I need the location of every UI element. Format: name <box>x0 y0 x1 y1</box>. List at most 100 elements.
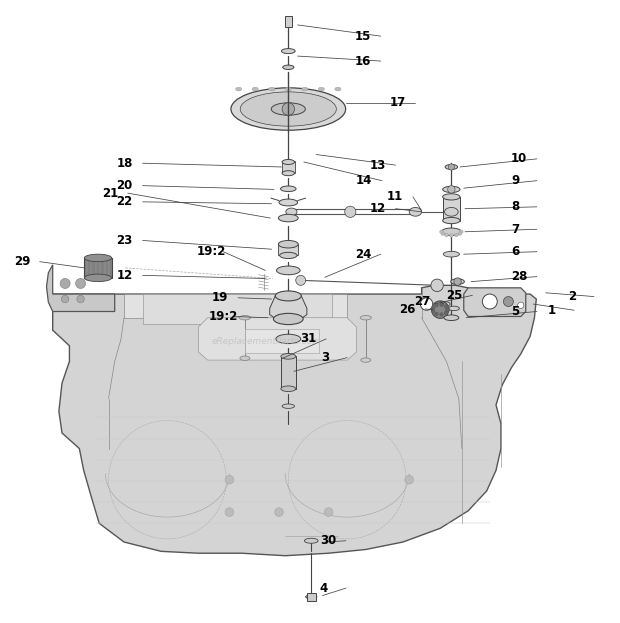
Circle shape <box>503 297 513 307</box>
Circle shape <box>450 234 453 237</box>
Text: 21: 21 <box>102 187 118 199</box>
Circle shape <box>76 278 86 288</box>
Text: 3: 3 <box>321 351 329 364</box>
Ellipse shape <box>443 217 460 224</box>
Ellipse shape <box>361 358 371 362</box>
Text: 28: 28 <box>511 270 527 283</box>
Circle shape <box>440 313 443 316</box>
Circle shape <box>454 233 458 237</box>
Ellipse shape <box>277 266 300 275</box>
Circle shape <box>518 302 524 308</box>
Circle shape <box>482 294 497 309</box>
Ellipse shape <box>409 207 422 216</box>
Text: 30: 30 <box>320 535 336 547</box>
Ellipse shape <box>443 251 459 257</box>
Ellipse shape <box>282 159 294 164</box>
Circle shape <box>446 308 450 312</box>
Circle shape <box>458 232 462 235</box>
Ellipse shape <box>275 291 301 301</box>
Circle shape <box>440 303 443 307</box>
Circle shape <box>435 303 438 307</box>
Text: 22: 22 <box>117 196 133 208</box>
Circle shape <box>441 232 445 235</box>
Text: 2: 2 <box>568 290 576 303</box>
Circle shape <box>432 306 435 310</box>
Text: 24: 24 <box>355 248 371 260</box>
Circle shape <box>448 164 454 170</box>
Ellipse shape <box>84 274 112 282</box>
Circle shape <box>60 278 70 288</box>
Text: 19: 19 <box>212 292 228 304</box>
Circle shape <box>296 275 306 285</box>
Circle shape <box>324 508 333 516</box>
Text: 11: 11 <box>387 191 403 203</box>
Circle shape <box>445 233 448 237</box>
Ellipse shape <box>236 87 242 91</box>
Text: 17: 17 <box>389 97 405 109</box>
Text: 12: 12 <box>117 269 133 282</box>
Ellipse shape <box>443 186 460 193</box>
Polygon shape <box>198 318 356 360</box>
Text: 19:2: 19:2 <box>197 245 226 258</box>
Ellipse shape <box>273 313 303 325</box>
Ellipse shape <box>448 307 459 310</box>
Text: 13: 13 <box>370 159 386 171</box>
Circle shape <box>444 311 448 315</box>
Polygon shape <box>270 296 307 319</box>
Bar <box>285 16 292 27</box>
Ellipse shape <box>281 386 296 392</box>
Ellipse shape <box>286 208 297 216</box>
Ellipse shape <box>278 240 298 248</box>
Ellipse shape <box>272 103 306 115</box>
Ellipse shape <box>280 252 297 259</box>
Text: 6: 6 <box>511 245 519 258</box>
Bar <box>281 356 296 389</box>
Text: 4: 4 <box>320 582 328 594</box>
Circle shape <box>405 475 414 484</box>
Circle shape <box>61 295 69 303</box>
Text: 25: 25 <box>446 289 463 302</box>
Circle shape <box>446 308 450 312</box>
Circle shape <box>420 298 433 310</box>
Text: 14: 14 <box>356 174 372 187</box>
Text: 31: 31 <box>300 333 316 345</box>
Polygon shape <box>53 285 536 556</box>
Ellipse shape <box>281 49 295 54</box>
Bar <box>282 161 294 173</box>
Text: 5: 5 <box>511 305 519 318</box>
Text: 29: 29 <box>14 255 30 268</box>
Text: 12: 12 <box>370 202 386 215</box>
Circle shape <box>448 186 455 193</box>
Text: 27: 27 <box>414 295 430 308</box>
Circle shape <box>77 295 84 303</box>
Bar <box>245 329 319 353</box>
Circle shape <box>275 508 283 516</box>
Text: 8: 8 <box>511 201 519 213</box>
Ellipse shape <box>445 164 458 169</box>
Text: 18: 18 <box>117 157 133 169</box>
Ellipse shape <box>443 194 460 200</box>
Ellipse shape <box>302 87 308 91</box>
Bar <box>307 593 316 601</box>
Circle shape <box>225 508 234 516</box>
Ellipse shape <box>318 87 324 91</box>
Polygon shape <box>46 265 115 312</box>
Polygon shape <box>124 294 347 318</box>
Text: 16: 16 <box>355 55 371 67</box>
Text: 7: 7 <box>511 223 519 235</box>
Ellipse shape <box>283 65 294 70</box>
Bar <box>443 197 460 221</box>
Ellipse shape <box>278 214 298 222</box>
Circle shape <box>282 103 294 115</box>
Ellipse shape <box>282 404 294 409</box>
Text: 19:2: 19:2 <box>208 310 237 323</box>
Ellipse shape <box>279 199 298 206</box>
Bar <box>278 244 298 255</box>
Ellipse shape <box>268 87 275 91</box>
Bar <box>84 258 112 278</box>
Polygon shape <box>464 288 526 316</box>
Ellipse shape <box>282 171 294 176</box>
Circle shape <box>444 305 448 308</box>
Ellipse shape <box>335 87 341 91</box>
Ellipse shape <box>241 92 336 126</box>
